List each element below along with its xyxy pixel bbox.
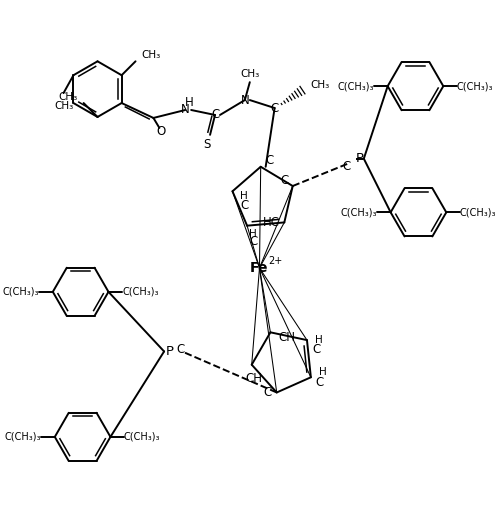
Text: C(CH₃)₃: C(CH₃)₃	[122, 287, 158, 297]
Text: N: N	[181, 104, 190, 116]
Text: CH: CH	[278, 331, 295, 344]
Text: C(CH₃)₃: C(CH₃)₃	[124, 432, 160, 442]
Text: C: C	[240, 199, 248, 212]
Text: CH₃: CH₃	[142, 50, 161, 60]
Text: C: C	[176, 343, 185, 356]
Text: P: P	[166, 345, 174, 358]
Text: S: S	[204, 138, 211, 151]
Text: CH: CH	[245, 372, 262, 385]
Text: C: C	[249, 235, 258, 248]
Text: C(CH₃)₃: C(CH₃)₃	[460, 207, 496, 217]
Text: C: C	[316, 376, 324, 389]
Text: CH₃: CH₃	[54, 101, 73, 111]
Text: CH₃: CH₃	[240, 69, 260, 79]
Text: C: C	[312, 343, 320, 355]
Text: H: H	[319, 367, 326, 377]
Text: P: P	[356, 152, 364, 165]
Text: Fe: Fe	[250, 261, 268, 275]
Text: 2+: 2+	[268, 256, 282, 266]
Text: H: H	[185, 96, 194, 108]
Text: C(CH₃)₃: C(CH₃)₃	[5, 432, 42, 442]
Text: C: C	[280, 174, 289, 187]
Text: N: N	[240, 94, 249, 106]
Text: O: O	[156, 125, 166, 139]
Text: CH₃: CH₃	[310, 80, 330, 90]
Text: H: H	[240, 191, 248, 201]
Text: C: C	[342, 160, 351, 173]
Text: HC: HC	[264, 216, 280, 229]
Text: C(CH₃)₃: C(CH₃)₃	[338, 81, 374, 91]
Text: CH₃: CH₃	[58, 92, 78, 102]
Text: H: H	[249, 229, 257, 239]
Text: C(CH₃)₃: C(CH₃)₃	[3, 287, 40, 297]
Text: H: H	[315, 335, 322, 345]
Text: C(CH₃)₃: C(CH₃)₃	[340, 207, 377, 217]
Text: C: C	[270, 102, 279, 114]
Text: C: C	[211, 108, 219, 122]
Text: C(CH₃)₃: C(CH₃)₃	[457, 81, 494, 91]
Text: C: C	[264, 386, 272, 399]
Text: C: C	[266, 154, 274, 167]
